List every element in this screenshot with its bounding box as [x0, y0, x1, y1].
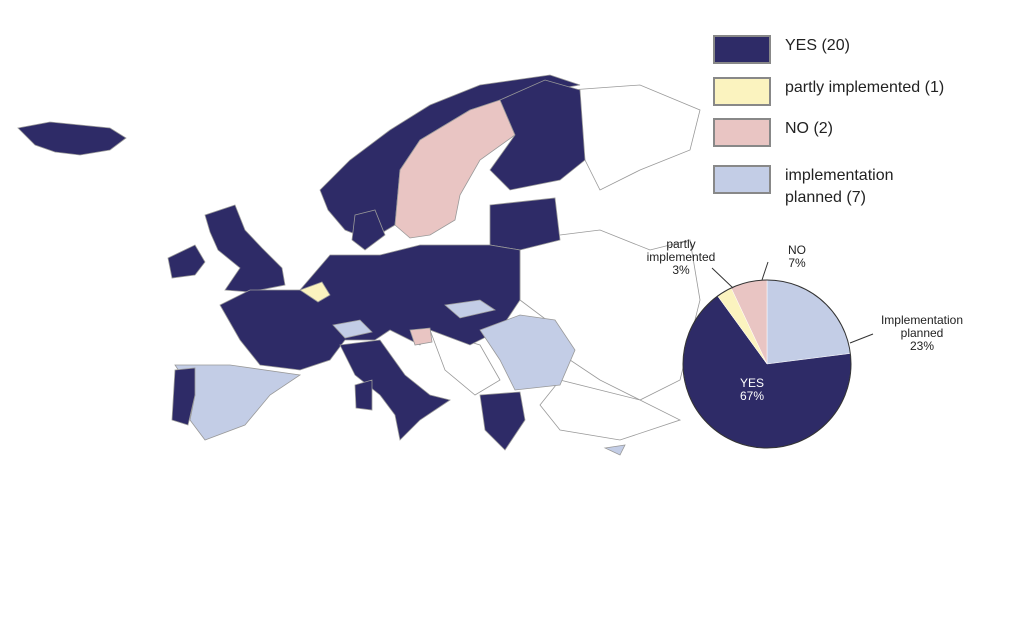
pie-label: NO 7%	[777, 244, 817, 270]
leader-line	[849, 333, 874, 344]
pie-slice	[766, 279, 851, 365]
legend-item: implementation planned (7)	[713, 165, 925, 209]
pie-value-label: 3%	[672, 263, 690, 277]
legend-label: implementation planned (7)	[785, 167, 894, 206]
pie-label: partly implemented 3%	[641, 238, 721, 277]
pie-value-label: 7%	[788, 256, 806, 270]
pie-label: Implementation planned 23%	[872, 314, 972, 353]
map-countries	[17, 74, 701, 456]
legend-label: NO (2)	[785, 120, 833, 137]
legend-swatch	[713, 118, 771, 147]
pie-category: YES	[739, 376, 764, 390]
legend-item: partly implemented (1)	[713, 77, 965, 106]
legend-item: YES (20)	[713, 35, 965, 64]
pie-category: partly implemented	[646, 237, 716, 264]
leader-line	[711, 267, 734, 289]
pie-outline	[682, 279, 852, 449]
legend-swatch	[713, 77, 771, 106]
legend-swatch	[713, 165, 771, 194]
pie-category: Implementation planned	[880, 313, 964, 340]
leader-line	[761, 261, 769, 281]
pie-label: YES 67%	[722, 377, 782, 403]
legend-label: partly implemented (1)	[785, 79, 945, 96]
pie-value-label: 23%	[909, 339, 935, 353]
legend-label: YES (20)	[785, 37, 850, 54]
pie-value-label: 67%	[739, 389, 765, 403]
legend-swatch	[713, 35, 771, 64]
pie-category: NO	[788, 243, 806, 257]
legend-item: NO (2)	[713, 118, 965, 147]
